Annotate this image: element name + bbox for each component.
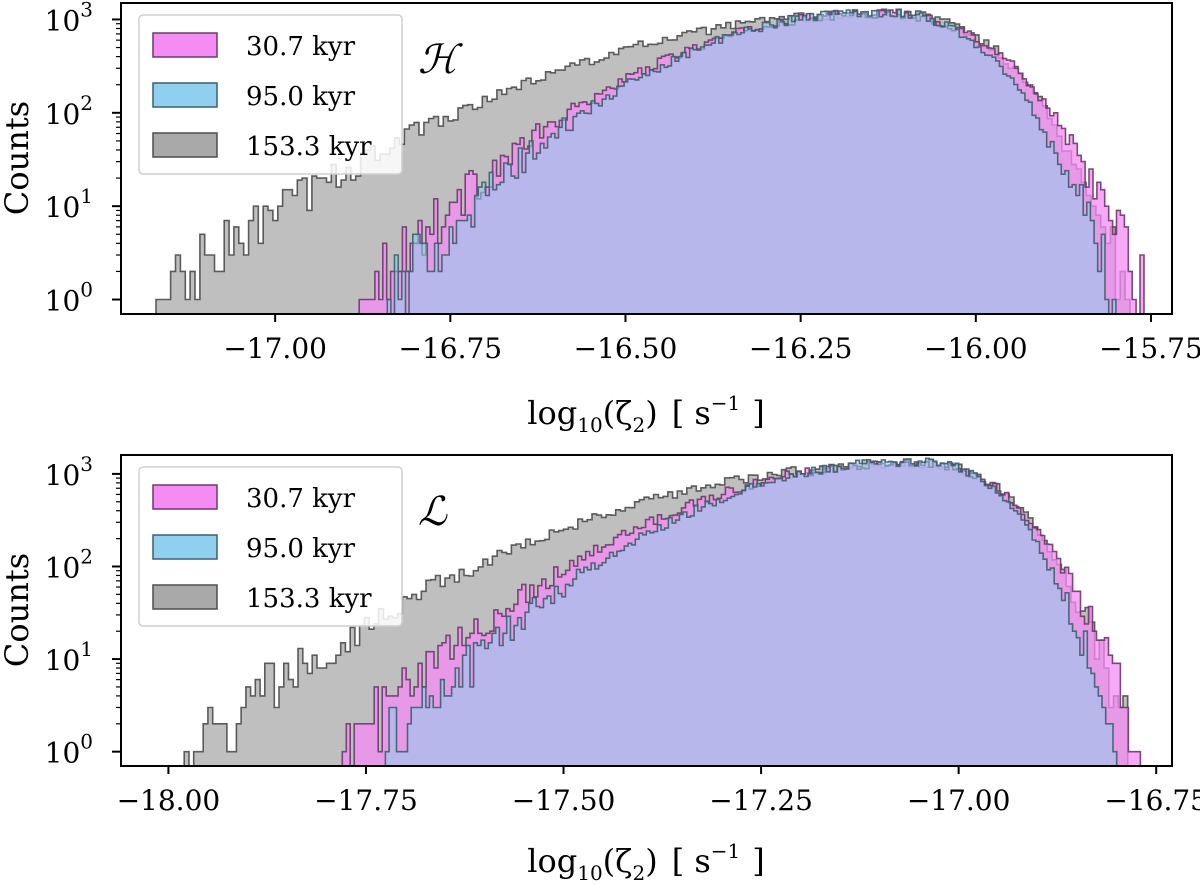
y-tick-label: 102	[45, 91, 93, 131]
y-axis-label-bottom: Counts	[0, 553, 36, 667]
x-ticks-top: −17.00 −16.75 −16.50 −16.25 −16.00 −15.75	[223, 314, 1200, 365]
x-tick-label: −18.00	[117, 784, 221, 817]
y-tick-label: 103	[45, 0, 93, 37]
legend-entry: 153.3 kyr	[246, 132, 372, 162]
x-tick-label: −17.25	[709, 784, 813, 817]
legend-swatch	[152, 534, 218, 560]
legend-swatch	[152, 484, 218, 510]
panel-label-bottom: ℒ	[418, 489, 448, 535]
histogram-series-95-0-kyr	[384, 457, 1118, 766]
x-tick-label: −17.75	[314, 784, 418, 817]
x-axis-label-top: log10(ζ2)[ s−1]	[527, 391, 765, 437]
x-tick-label: −16.25	[749, 332, 853, 365]
plot-frame-bottom	[120, 454, 1173, 767]
y-axis-label-top: Counts	[0, 101, 36, 215]
panel-top: −17.00 −16.75 −16.50 −16.25 −16.00 −15.75 100…	[0, 0, 1200, 437]
legend-entry: 30.7 kyr	[246, 484, 356, 514]
histogram-bars-bottom	[183, 457, 1142, 766]
x-tick-label: −16.00	[924, 332, 1028, 365]
x-tick-label: −17.50	[512, 784, 616, 817]
legend-bottom: 30.7 kyr 95.0 kyr 153.3 kyr	[138, 466, 403, 627]
x-tick-label: −16.75	[399, 332, 503, 365]
plot-frame-top	[120, 2, 1173, 315]
legend-entry: 30.7 kyr	[246, 32, 356, 62]
legend-top: 30.7 kyr 95.0 kyr 153.3 kyr	[138, 14, 403, 175]
legend-swatch	[152, 132, 218, 158]
y-ticks-bottom: 100 101 102 103	[45, 452, 121, 770]
y-tick-label: 100	[45, 278, 93, 318]
x-tick-label: −17.00	[907, 784, 1011, 817]
y-tick-label: 102	[45, 544, 93, 584]
legend-entry: 95.0 kyr	[246, 534, 356, 564]
y-tick-label: 101	[45, 184, 93, 224]
legend-entry: 153.3 kyr	[246, 584, 372, 614]
legend-swatch	[152, 32, 218, 58]
y-tick-label: 103	[45, 452, 93, 492]
x-tick-label: −16.50	[574, 332, 678, 365]
legend-swatch	[152, 584, 218, 610]
x-ticks-bottom: −18.00 −17.75 −17.50 −17.25 −17.00 −16.75	[117, 766, 1200, 817]
legend-swatch	[152, 82, 218, 108]
panel-bottom: −18.00 −17.75 −17.50 −17.25 −17.00 −16.75 100…	[0, 452, 1200, 885]
legend-entry: 95.0 kyr	[246, 82, 356, 112]
y-tick-label: 101	[45, 637, 93, 677]
x-tick-label: −17.00	[223, 332, 327, 365]
y-ticks-top: 100 101 102 103	[45, 0, 121, 318]
x-tick-label: −15.75	[1099, 332, 1200, 365]
x-tick-label: −16.75	[1104, 784, 1200, 817]
y-tick-label: 100	[45, 730, 93, 770]
x-axis-label-bottom: log10(ζ2)[ s−1]	[527, 839, 765, 885]
histogram-bars-top	[155, 8, 1145, 314]
panel-label-top: ℋ	[418, 37, 463, 83]
histogram-series-95-0-kyr	[386, 8, 1117, 314]
